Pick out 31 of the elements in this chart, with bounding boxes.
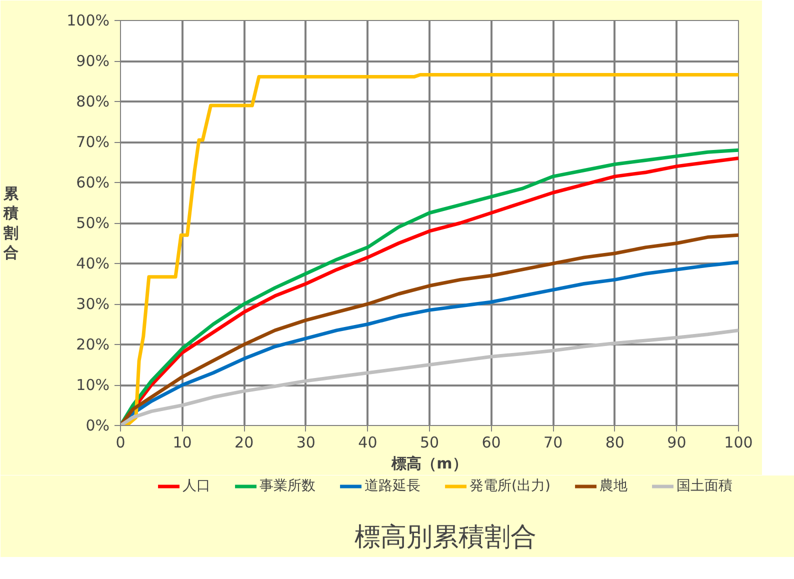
y-axis-title: 累積割合 xyxy=(2,184,20,262)
y-tick-label: 90% xyxy=(76,52,110,70)
x-tick-label: 20 xyxy=(234,434,254,452)
x-tick-label: 90 xyxy=(667,434,686,452)
legend-label: 道路延長 xyxy=(364,477,421,495)
x-tick-label: 60 xyxy=(482,434,501,452)
legend-label: 国土面積 xyxy=(676,477,732,495)
x-axis-title: 標高（m） xyxy=(390,454,468,472)
y-tick-label: 80% xyxy=(76,92,110,110)
x-tick-label: 40 xyxy=(358,434,378,452)
legend-label: 事業所数 xyxy=(260,477,316,495)
x-tick-label: 70 xyxy=(544,434,563,452)
y-tick-label: 0% xyxy=(86,416,110,434)
y-tick-label: 50% xyxy=(76,214,110,232)
y-tick-label: 40% xyxy=(76,254,110,272)
x-tick-label: 100 xyxy=(724,434,753,452)
text: 標高別累積割合 xyxy=(354,522,536,552)
y-tick-label: 20% xyxy=(76,336,110,354)
legend-label: 人口 xyxy=(182,477,211,495)
y-tick-label: 10% xyxy=(76,376,110,394)
y-tick-label: 100% xyxy=(66,12,110,30)
x-tick-label: 80 xyxy=(605,434,624,452)
x-tick-label: 0 xyxy=(116,434,126,452)
legend-label: 農地 xyxy=(599,477,628,495)
x-tick-label: 30 xyxy=(296,434,316,452)
x-tick-label: 50 xyxy=(420,434,440,452)
y-tick-label: 30% xyxy=(76,295,110,313)
y-tick-label: 60% xyxy=(76,174,110,192)
x-tick-label: 10 xyxy=(172,434,192,452)
y-tick-label: 70% xyxy=(76,133,110,151)
legend-label: 発電所(出力) xyxy=(470,477,550,495)
